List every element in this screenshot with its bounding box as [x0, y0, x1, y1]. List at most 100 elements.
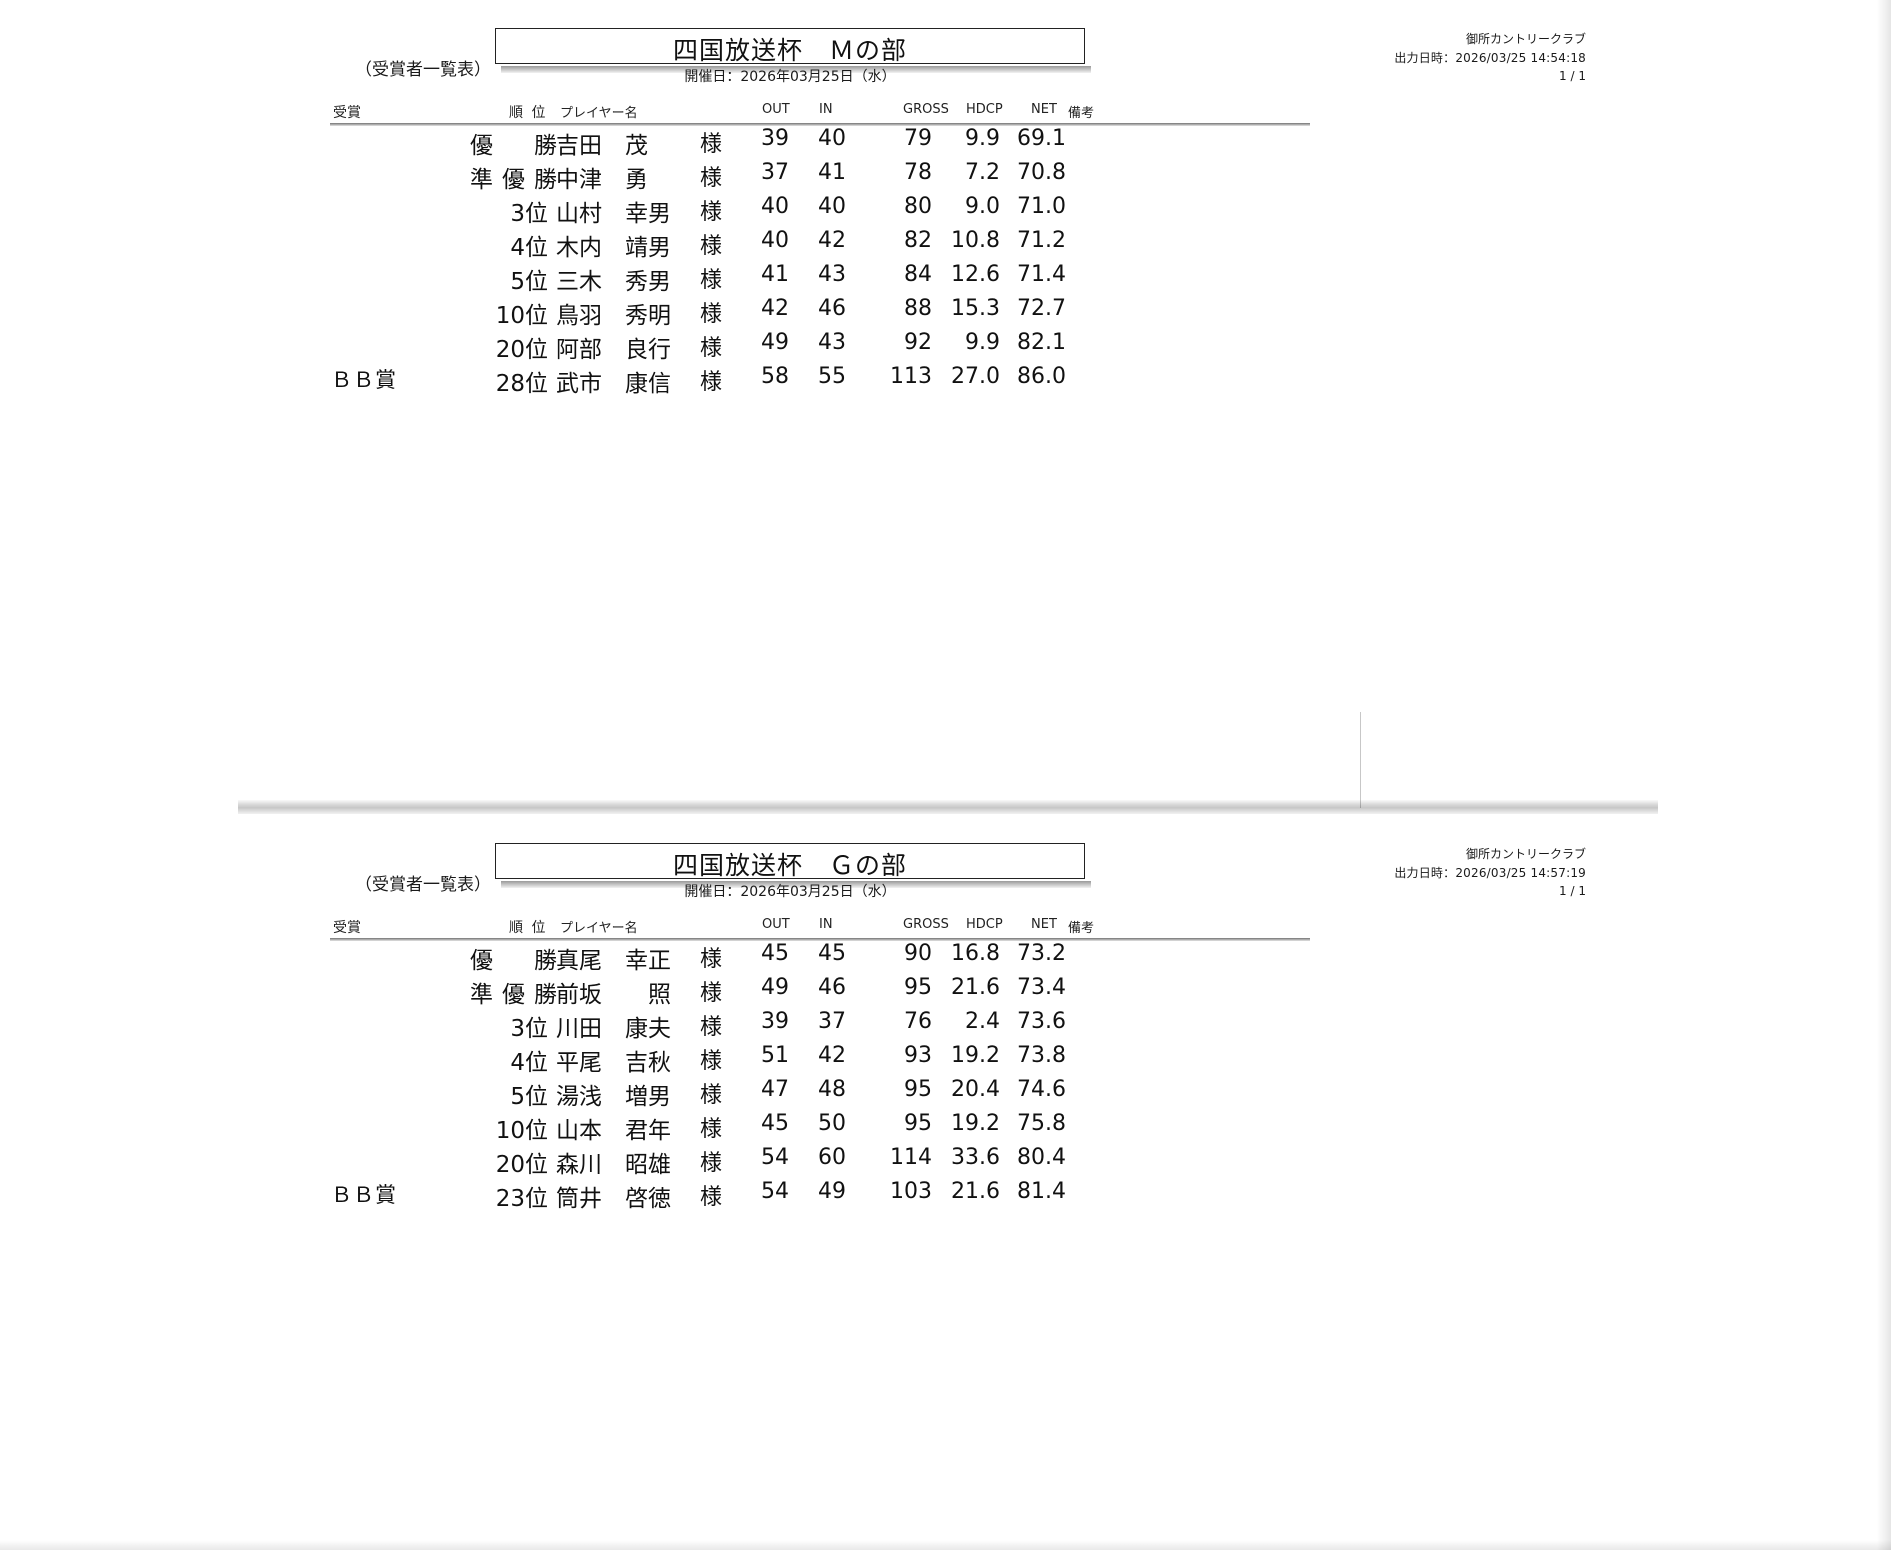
table-row: 5位 湯浅 増男 様 47 48 95 20.4 74.6	[0, 1076, 1891, 1110]
cell-player-name: 阿部 良行	[556, 337, 671, 363]
cell-gross: 93	[904, 1043, 932, 1068]
cell-rank: 20位	[495, 337, 548, 363]
table-row: 準優勝 前坂 照 様 49 46 95 21.6 73.4	[0, 974, 1891, 1008]
table-row: 3位 山村 幸男 様 40 40 80 9.0 71.0	[0, 193, 1891, 227]
report-meta: 御所カントリークラブ 出力日時：2026/03/25 14:57:19 1 / …	[1394, 845, 1586, 901]
cell-out: 47	[761, 1077, 789, 1102]
cell-honorific: 様	[700, 132, 723, 157]
cell-hdcp: 10.8	[951, 228, 1000, 253]
cell-in: 45	[818, 941, 846, 966]
cell-net: 69.1	[1017, 126, 1066, 151]
scan-seam-artifact	[238, 800, 1658, 814]
cell-honorific: 様	[700, 947, 723, 972]
title-plate-shadow	[501, 881, 1091, 888]
cell-rank: 10位	[495, 303, 548, 329]
cell-rank: 準優勝	[470, 167, 566, 193]
column-header-net: NET	[1031, 917, 1057, 932]
table-header-row: 受賞 順 位 プレイヤー名 OUT IN GROSS HDCP NET 備考	[0, 96, 1891, 125]
cell-in: 41	[818, 160, 846, 185]
table-body: 優 勝吉田 茂様 39 40 79 9.9 69.1 準優勝 中津 勇様 37 41 78 7.2 70…	[0, 125, 1891, 397]
cell-rank: 28位	[495, 371, 548, 397]
output-datetime: 出力日時：2026/03/25 14:54:18	[1394, 50, 1586, 65]
column-header-rank: 順 位	[509, 105, 548, 121]
cell-hdcp: 21.6	[951, 1179, 1000, 1204]
scan-edge-shading-right	[1877, 0, 1891, 1550]
cell-hdcp: 16.8	[951, 941, 1000, 966]
cell-in: 42	[818, 228, 846, 253]
table-row: 4位 木内 靖男 様 40 42 82 10.8 71.2	[0, 227, 1891, 261]
cell-net: 74.6	[1017, 1077, 1066, 1102]
cell-net: 72.7	[1017, 296, 1066, 321]
cell-honorific: 様	[700, 268, 723, 293]
cell-honorific: 様	[700, 302, 723, 327]
cell-honorific: 様	[700, 1185, 723, 1210]
cell-gross: 95	[904, 975, 932, 1000]
cell-rank: 準優勝	[470, 982, 566, 1008]
cell-gross: 103	[890, 1179, 932, 1204]
cell-gross: 113	[890, 364, 932, 389]
table-row: 5位 三木 秀男 様 41 43 84 12.6 71.4	[0, 261, 1891, 295]
column-header-in: IN	[819, 917, 833, 932]
cell-out: 54	[761, 1179, 789, 1204]
cell-rank: 5位	[510, 1084, 548, 1110]
output-datetime: 出力日時：2026/03/25 14:57:19	[1394, 865, 1586, 880]
cell-honorific: 様	[700, 981, 723, 1006]
cell-player-name: 木内 靖男	[556, 235, 671, 261]
cell-out: 58	[761, 364, 789, 389]
cell-out: 49	[761, 330, 789, 355]
column-header-net: NET	[1031, 102, 1057, 117]
table-row: ＢＢ賞 28位 武市 康信 様 58 55 113 27.0 86.0	[0, 363, 1891, 397]
cell-rank: 10位	[495, 1118, 548, 1144]
cell-out: 39	[761, 126, 789, 151]
cell-gross: 79	[904, 126, 932, 151]
table-row: 20位 森川 昭雄 様 54 60 114 33.6 80.4	[0, 1144, 1891, 1178]
cell-net: 71.0	[1017, 194, 1066, 219]
cell-hdcp: 9.0	[965, 194, 1000, 219]
cell-net: 81.4	[1017, 1179, 1066, 1204]
cell-out: 41	[761, 262, 789, 287]
cell-rank: 4位	[510, 235, 548, 261]
cell-rank: 23位	[495, 1186, 548, 1212]
column-header-hdcp: HDCP	[966, 917, 1003, 932]
cell-hdcp: 27.0	[951, 364, 1000, 389]
cell-net: 70.8	[1017, 160, 1066, 185]
cell-gross: 76	[904, 1009, 932, 1034]
cell-player-name: 山本 君年	[556, 1118, 671, 1144]
table-body: 優 勝真尾 幸正様 45 45 90 16.8 73.2 準優勝 前坂 照様 49 46 95 21.…	[0, 940, 1891, 1212]
table-row: 10位 鳥羽 秀明 様 42 46 88 15.3 72.7	[0, 295, 1891, 329]
column-header-out: OUT	[762, 102, 790, 117]
cell-out: 51	[761, 1043, 789, 1068]
cell-honorific: 様	[700, 1083, 723, 1108]
table-header-row: 受賞 順 位 プレイヤー名 OUT IN GROSS HDCP NET 備考	[0, 911, 1891, 940]
cell-in: 40	[818, 194, 846, 219]
report-meta: 御所カントリークラブ 出力日時：2026/03/25 14:54:18 1 / …	[1394, 30, 1586, 86]
column-header-award: 受賞	[333, 105, 361, 121]
club-name: 御所カントリークラブ	[1465, 32, 1586, 46]
club-name: 御所カントリークラブ	[1465, 847, 1586, 861]
event-date: 開催日：2026年03月25日（水）	[684, 884, 896, 900]
report-subtitle: （受賞者一覧表）	[355, 875, 491, 895]
cell-net: 86.0	[1017, 364, 1066, 389]
cell-rank: 優 勝	[470, 133, 566, 159]
cell-hdcp: 9.9	[965, 126, 1000, 151]
column-header-in: IN	[819, 102, 833, 117]
cell-gross: 95	[904, 1111, 932, 1136]
column-header-player: プレイヤー名	[560, 921, 638, 936]
cell-hdcp: 12.6	[951, 262, 1000, 287]
column-header-out: OUT	[762, 917, 790, 932]
cell-out: 49	[761, 975, 789, 1000]
cell-net: 73.6	[1017, 1009, 1066, 1034]
title-plate-shadow	[501, 66, 1091, 73]
header-separator-rule	[330, 123, 1310, 126]
cell-player-name: 中津 勇	[556, 167, 648, 193]
column-header-gross: GROSS	[903, 102, 949, 117]
cell-honorific: 様	[700, 1015, 723, 1040]
cell-rank: 20位	[495, 1152, 548, 1178]
cell-player-name: 真尾 幸正	[556, 948, 671, 974]
cell-in: 40	[818, 126, 846, 151]
cell-honorific: 様	[700, 370, 723, 395]
cell-player-name: 湯浅 増男	[556, 1084, 671, 1110]
cell-gross: 88	[904, 296, 932, 321]
cell-player-name: 吉田 茂	[556, 133, 648, 159]
